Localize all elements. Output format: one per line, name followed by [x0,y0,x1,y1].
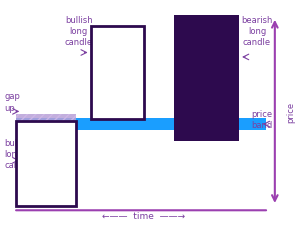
Text: price
band: price band [251,110,272,130]
Text: gap
up: gap up [4,92,20,112]
Text: bearish
long
candle: bearish long candle [241,16,273,47]
Text: price: price [287,102,296,123]
Bar [91,26,144,119]
Bar [174,15,239,141]
Text: bullish
long
candle: bullish long candle [4,139,32,170]
Bar [16,118,266,130]
Text: bullish
long
candle: bullish long candle [64,16,93,47]
Bar [16,122,76,206]
Text: ←——  time  ——→: ←—— time ——→ [103,212,186,221]
Bar [16,114,76,122]
